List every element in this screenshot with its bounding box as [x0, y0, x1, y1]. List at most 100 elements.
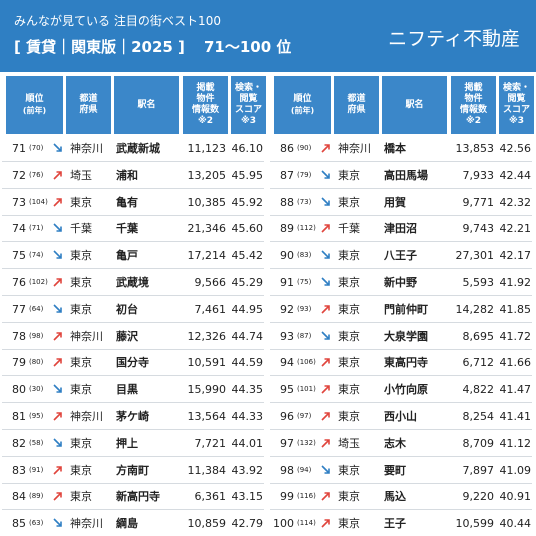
score: 42.56 [499, 142, 532, 155]
column-header: 検索・ 閲覧 スコア ※3 [498, 76, 534, 134]
rank: 82 [12, 436, 26, 450]
column-header-line: 掲載 [196, 83, 215, 93]
station: 新高円寺 [116, 490, 160, 504]
prefecture: 東京 [338, 276, 360, 289]
previous-rank: (106) [297, 358, 316, 367]
score: 46.10 [231, 142, 264, 155]
score: 42.32 [499, 195, 532, 209]
rank: 90 [280, 249, 294, 263]
listings: 11,123 [187, 142, 227, 155]
prefecture: 東京 [338, 329, 360, 343]
table-row [270, 376, 532, 404]
column-header-line: 情報数 [459, 105, 487, 115]
previous-rank: (80) [29, 358, 44, 367]
trend-arrow [53, 518, 62, 527]
score: 42.17 [499, 249, 532, 263]
column-header-line: ※2 [465, 116, 481, 126]
previous-rank: (87) [297, 331, 312, 340]
score: 43.92 [231, 463, 264, 477]
previous-rank: (90) [297, 144, 312, 152]
station: 茅ケ崎 [116, 410, 149, 423]
score: 42.21 [499, 222, 532, 236]
previous-rank: (63) [29, 519, 44, 528]
listings: 9,220 [462, 490, 495, 504]
table-row [2, 135, 264, 162]
table-row [2, 376, 264, 404]
prefecture: 東京 [338, 490, 360, 504]
prefecture: 東京 [70, 463, 92, 477]
trend-arrow [321, 144, 330, 153]
trend-arrow [321, 358, 330, 367]
listings: 14,282 [455, 302, 495, 316]
column-header-line: スコア [234, 105, 262, 115]
prefecture: 神奈川 [70, 329, 103, 343]
column-header-line: 検索・ [234, 83, 262, 93]
listings: 27,301 [455, 249, 495, 263]
column-header-line: ※3 [508, 116, 524, 126]
rank: 83 [12, 463, 26, 477]
score: 44.95 [231, 302, 264, 316]
table-row [270, 269, 532, 296]
table-row [270, 457, 532, 484]
rank: 74 [12, 222, 26, 236]
score: 42.44 [499, 168, 532, 182]
station: 千葉 [116, 222, 138, 236]
column-header-line: 物件 [196, 94, 215, 104]
score: 41.47 [499, 383, 532, 397]
rank: 94 [280, 356, 294, 370]
previous-rank: (95) [29, 412, 44, 420]
previous-rank: (112) [297, 224, 316, 233]
table-row [270, 296, 532, 323]
score: 41.66 [499, 356, 532, 370]
prefecture: 千葉 [70, 222, 92, 236]
rank: 85 [12, 517, 26, 531]
table-row [270, 403, 532, 430]
station: 武蔵新城 [116, 142, 160, 155]
trend-arrow [53, 492, 62, 501]
listings: 8,709 [462, 436, 495, 450]
prefecture: 東京 [338, 517, 360, 531]
listings: 7,461 [194, 302, 227, 316]
prefecture: 東京 [70, 195, 92, 209]
prefecture: 東京 [70, 302, 92, 316]
table-row [2, 162, 264, 189]
trend-arrow [321, 304, 330, 314]
previous-rank: (79) [297, 170, 312, 179]
previous-rank: (58) [29, 438, 44, 447]
column-header-line: 府県 [347, 105, 366, 115]
score: 45.42 [231, 249, 264, 263]
listings: 17,214 [187, 249, 227, 263]
station: 要町 [384, 463, 406, 477]
rank: 96 [280, 410, 294, 423]
station: 藤沢 [116, 329, 138, 343]
station: 橋本 [384, 142, 406, 155]
table-row [270, 323, 532, 350]
column-header-line: 閲覧 [239, 94, 258, 104]
prefecture: 東京 [338, 168, 360, 182]
station: 東高円寺 [384, 356, 428, 370]
previous-rank: (114) [297, 519, 316, 528]
score: 41.92 [499, 276, 532, 289]
rank: 100 [273, 517, 294, 531]
table-row [2, 296, 264, 323]
table-row [2, 457, 264, 484]
prefecture: 東京 [338, 463, 360, 477]
prefecture: 東京 [338, 356, 360, 370]
station: 浦和 [116, 168, 138, 182]
rank: 76 [12, 276, 26, 289]
table-row [270, 483, 532, 511]
column-header: 駅名 [382, 76, 447, 134]
table-row [270, 215, 532, 243]
rank: 88 [280, 195, 294, 209]
listings: 8,254 [462, 410, 495, 423]
station: 馬込 [384, 490, 406, 504]
listings: 8,695 [462, 329, 495, 343]
score: 41.72 [499, 329, 532, 343]
listings: 6,361 [194, 490, 227, 504]
station: 王子 [384, 517, 406, 531]
score: 45.29 [231, 276, 264, 289]
trend-arrow [321, 519, 330, 528]
trend-arrow [321, 197, 330, 206]
table-row [2, 483, 264, 511]
table-row [270, 135, 532, 162]
